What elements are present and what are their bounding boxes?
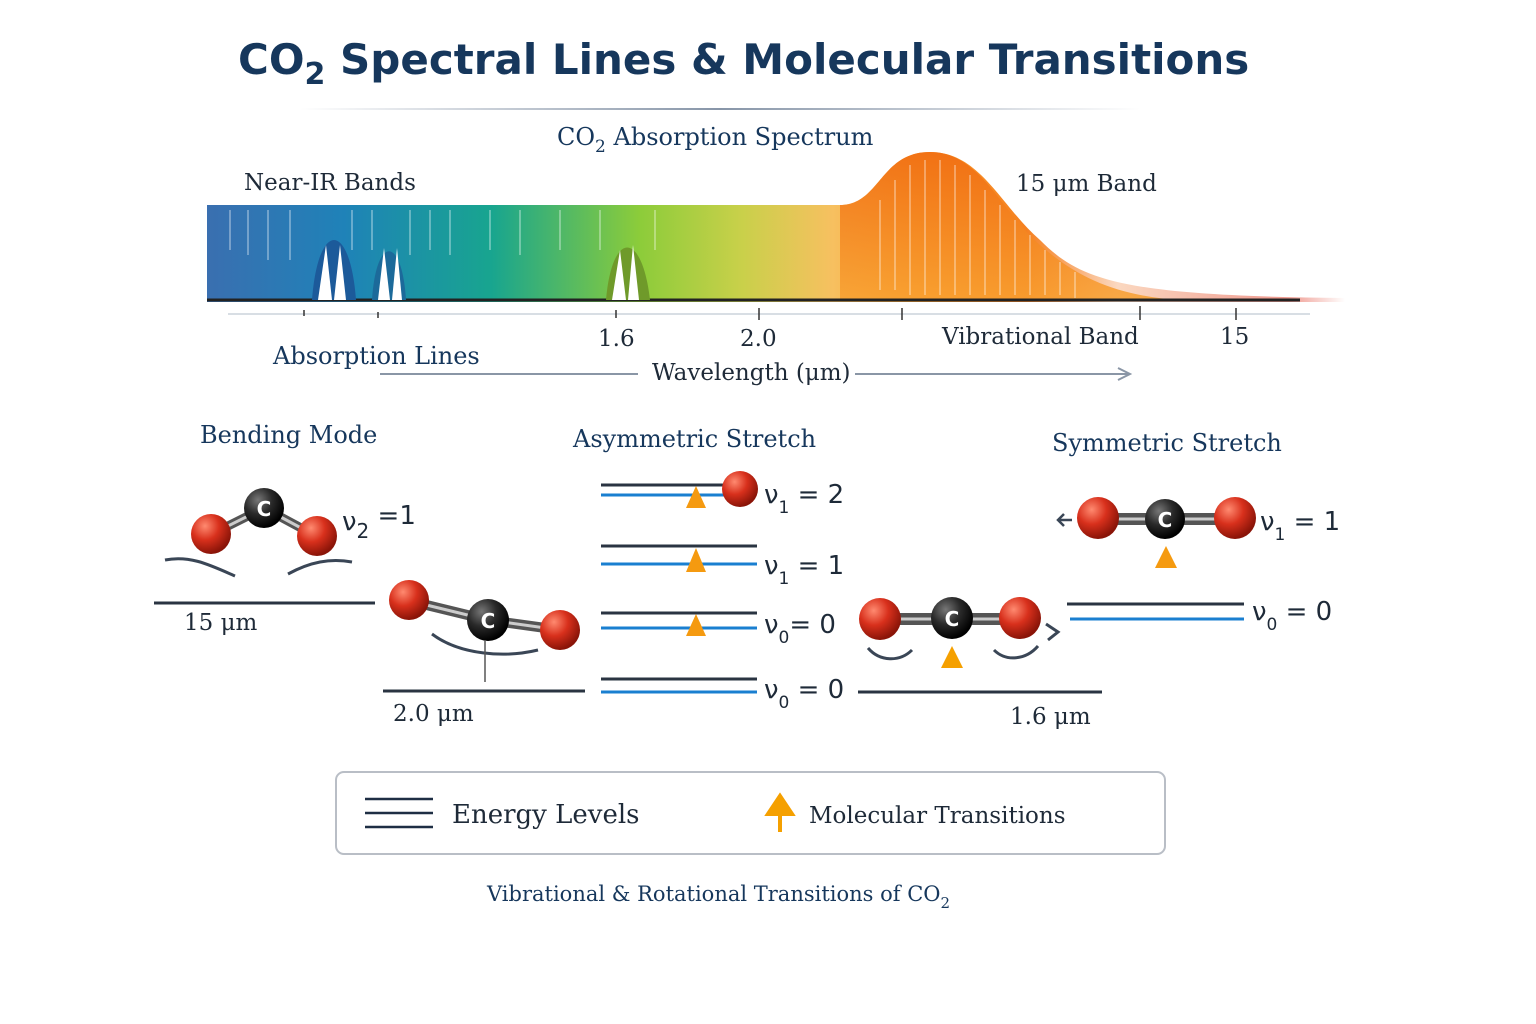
oxygen-atom: [999, 597, 1041, 639]
bending-mode: Bending Mode C ν2 =1 15 μm C 2.0 μm: [154, 421, 585, 727]
motion-arrow-icon: [287, 559, 353, 576]
band-15um-label: 15 μm Band: [1016, 171, 1157, 197]
svg-text:C: C: [1158, 508, 1173, 532]
motion-arrow-icon: [431, 632, 539, 656]
vibrational-band-label: Vibrational Band: [941, 324, 1139, 350]
legend: Energy Levels Molecular Transitions: [335, 771, 1166, 855]
motion-arrow-icon: [1056, 513, 1072, 527]
symmetric-stretch-title: Symmetric Stretch: [1052, 429, 1282, 457]
level-label: ν1 = 1: [1260, 507, 1340, 545]
title-divider: [300, 108, 1140, 110]
level-label: ν0 = 0: [1252, 597, 1332, 635]
symmetric-stretch: Symmetric Stretch C ν1 = 1 ν0 = 0 C 1.6 …: [858, 429, 1340, 730]
legend-transitions: Molecular Transitions: [809, 803, 1066, 829]
arrowhead-icon: [686, 486, 706, 636]
axis-ticks: [303, 306, 1237, 320]
carbon-atom: [1145, 499, 1185, 539]
legend-energy-levels: Energy Levels: [452, 800, 640, 830]
carbon-atom: [244, 488, 284, 528]
legend-box: [335, 771, 1166, 855]
asymmetric-stretch-title: Asymmetric Stretch: [572, 425, 816, 453]
energy-levels: [601, 483, 757, 694]
transition-arrow-icon: [764, 792, 796, 832]
level-label: ν1 = 2: [764, 480, 844, 518]
oxygen-atom: [540, 610, 580, 650]
bending-level-label: ν2 =1: [342, 501, 416, 543]
svg-text:C: C: [257, 497, 272, 521]
bending-wavelength: 15 μm: [184, 610, 258, 636]
near-ir-label: Near-IR Bands: [244, 170, 416, 196]
level-label: ν0 = 0: [764, 675, 844, 713]
caption: Vibrational & Rotational Transitions of …: [486, 882, 950, 912]
wavelength-axis-label: Wavelength (μm): [652, 360, 851, 386]
axis-arrowhead-icon: [1117, 367, 1133, 381]
arrowhead-icon: [941, 646, 963, 668]
energy-levels-icon: [365, 797, 433, 829]
oxygen-atom: [389, 580, 429, 620]
symmetric-wavelength: 1.6 μm: [1010, 704, 1091, 730]
carbon-atom: [931, 597, 973, 639]
carbon-atom: [467, 599, 509, 641]
svg-text:C: C: [481, 609, 496, 633]
tick-label-1.6: 1.6: [598, 326, 635, 352]
tick-label-15: 15: [1220, 324, 1249, 350]
spectral-lines: [229, 160, 1076, 298]
oxygen-atom: [1214, 497, 1256, 539]
oxygen-atom: [297, 516, 337, 556]
absorption-spectrum: 1.6 2.0 15 Vibrational Band Absorption L…: [207, 152, 1345, 386]
oxygen-atom: [722, 471, 758, 507]
oxygen-atom: [1077, 497, 1119, 539]
motion-arrow-icon: [164, 557, 236, 578]
motion-arrow-icon: [866, 622, 1061, 661]
page-title: CO2 Spectral Lines & Molecular Transitio…: [238, 35, 1249, 92]
level-label: ν1 = 1: [764, 551, 844, 589]
absorption-lines-label: Absorption Lines: [272, 342, 480, 370]
level-label: ν0= 0: [764, 610, 836, 648]
bending-mode-title: Bending Mode: [200, 421, 377, 449]
svg-text:C: C: [945, 607, 960, 631]
oxygen-atom: [191, 514, 231, 554]
oxygen-atom: [859, 598, 901, 640]
spectrum-heading: CO2 Absorption Spectrum: [557, 123, 874, 157]
near-ir-absorption-peaks: [312, 240, 650, 300]
arrowhead-icon: [1155, 546, 1177, 568]
asymmetric-stretch: Asymmetric Stretch ν1 = 2 ν1 = 1 ν0= 0 ν…: [572, 425, 844, 713]
bending2-wavelength: 2.0 μm: [393, 701, 474, 727]
tick-label-2.0: 2.0: [740, 326, 777, 352]
